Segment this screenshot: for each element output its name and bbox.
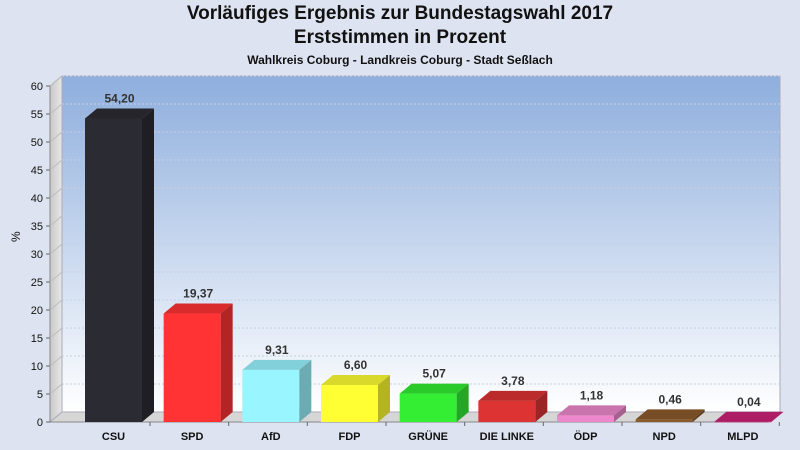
- gridline-side: [49, 299, 63, 311]
- gridline-side: [49, 131, 63, 143]
- bar-front: [399, 393, 457, 422]
- bar-value-label: 6,60: [344, 358, 368, 372]
- gridline-side: [49, 159, 63, 171]
- gridline-side: [49, 327, 63, 339]
- bar-top: [557, 405, 626, 416]
- bar-value-label: 9,31: [265, 343, 289, 357]
- bar-top: [635, 409, 705, 420]
- bar-afd: [242, 359, 312, 422]
- bar-front: [163, 313, 221, 422]
- x-tick-label: AfD: [261, 431, 281, 443]
- bar-top: [163, 303, 233, 314]
- bar-csu: [85, 108, 154, 422]
- y-tick-label: 0: [37, 417, 43, 429]
- bar-mlpd: [714, 411, 784, 423]
- bar-front: [85, 118, 142, 422]
- bar-top: [85, 108, 154, 119]
- x-tick-label: FDP: [339, 431, 361, 443]
- bar-front: [557, 415, 614, 422]
- bar-side: [692, 409, 705, 422]
- gridline-side: [49, 75, 63, 87]
- bar-front: [321, 385, 378, 422]
- y-tick-label: 30: [31, 249, 43, 261]
- y-tick-label: 10: [31, 361, 43, 373]
- gridline-side: [49, 215, 63, 227]
- y-tick-label: 15: [31, 333, 43, 345]
- x-tick-label: NPD: [653, 431, 676, 443]
- y-tick-label: 60: [31, 81, 43, 93]
- x-tick-label: SPD: [181, 431, 204, 443]
- gridline-side: [49, 187, 63, 199]
- bar-front: [714, 421, 772, 423]
- y-tick-label: 50: [31, 137, 43, 149]
- bar-front: [478, 400, 536, 422]
- bar-fdp: [321, 375, 390, 422]
- bar-value-label: 5,07: [422, 367, 446, 381]
- bar-grüne: [399, 383, 469, 422]
- bar-value-label: 1,18: [580, 388, 604, 402]
- bar-top: [242, 359, 312, 370]
- bar-side: [378, 375, 390, 422]
- gridline-side: [49, 243, 63, 255]
- y-tick-label: 45: [31, 165, 43, 177]
- bar-value-label: 0,46: [658, 392, 682, 406]
- bar-value-label: 54,20: [104, 91, 134, 105]
- bar-top: [478, 390, 548, 401]
- x-tick-label: DIE LINKE: [480, 431, 534, 443]
- y-tick-label: 40: [31, 193, 43, 205]
- bar-side: [142, 108, 154, 422]
- y-tick-label: 25: [31, 277, 43, 289]
- bar-side: [456, 383, 469, 422]
- bar-front: [242, 369, 300, 422]
- bar-spd: [163, 303, 233, 422]
- chart-title-line2: Erststimmen in Prozent: [293, 27, 507, 48]
- bar-side: [299, 359, 312, 422]
- y-tick-label: 20: [31, 305, 43, 317]
- x-tick-label: GRÜNE: [408, 430, 448, 443]
- bar-front: [635, 419, 693, 422]
- y-tick-label: 55: [31, 109, 43, 121]
- bar-side: [614, 405, 626, 422]
- x-tick-label: MLPD: [727, 431, 758, 443]
- x-tick-label: CSU: [102, 431, 125, 443]
- bar-value-label: 3,78: [501, 374, 525, 388]
- y-tick-label: 35: [31, 221, 43, 233]
- bar-top: [399, 383, 469, 394]
- gridline-side: [49, 355, 63, 367]
- bar-side: [771, 411, 784, 422]
- y-tick-label: 5: [37, 389, 43, 401]
- bar-npd: [635, 409, 705, 422]
- chart-title: Vorläufiges Ergebnis zur Bundestagswahl …: [186, 3, 614, 24]
- bar-top: [321, 375, 390, 386]
- gridline-side: [49, 383, 63, 395]
- chart-subtitle: Wahlkreis Coburg - Landkreis Coburg - St…: [247, 53, 553, 67]
- gridline-side: [49, 271, 63, 283]
- bar-ödp: [557, 405, 626, 422]
- gridline-side: [49, 103, 63, 115]
- bar-side: [535, 390, 548, 422]
- bar-side: [220, 303, 233, 422]
- bar-die-linke: [478, 390, 548, 422]
- x-tick-label: ÖDP: [574, 430, 598, 443]
- bar-top: [714, 411, 784, 422]
- bar-value-label: 0,04: [737, 395, 761, 409]
- bar-value-label: 19,37: [183, 287, 213, 301]
